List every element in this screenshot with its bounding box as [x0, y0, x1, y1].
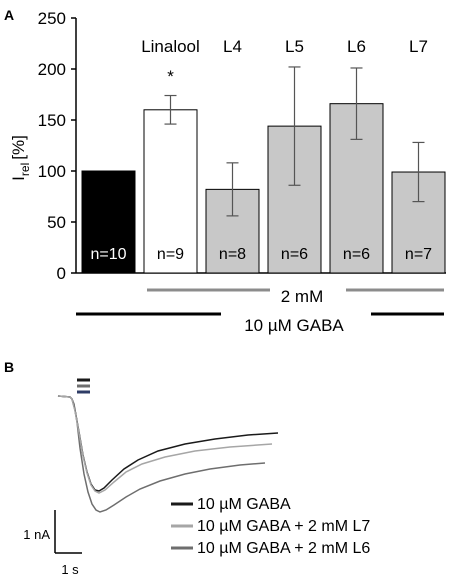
- legend-label: 10 µM GABA + 2 mM L7: [197, 518, 370, 535]
- y-tick-label: 150: [38, 111, 66, 130]
- n-label: n=9: [157, 246, 184, 263]
- y-axis-label-subscript: rel: [18, 163, 32, 176]
- legend-label: 10 µM GABA: [197, 496, 291, 513]
- scale-bar-x-label: 1 s: [61, 562, 79, 577]
- current-traces: [57, 395, 279, 513]
- scale-bar: 1 nA 1 s: [23, 510, 82, 577]
- legend: 10 µM GABA 10 µM GABA + 2 mM L7 10 µM GABA…: [171, 496, 370, 557]
- svg-text:Irel[%]: Irel [%]: [9, 135, 32, 181]
- n-label: n=7: [405, 246, 432, 263]
- category-label: L7: [409, 37, 428, 56]
- trace-l7: [57, 395, 273, 494]
- bracket-gaba-label: 10 µM GABA: [244, 316, 344, 335]
- n-label: n=8: [219, 246, 246, 263]
- category-label: Linalool: [141, 37, 200, 56]
- legend-label: 10 µM GABA + 2 mM L6: [197, 540, 370, 557]
- y-axis-label: Irel [%]: [9, 135, 32, 181]
- y-tick-label: 250: [38, 9, 66, 28]
- application-bars: [77, 378, 90, 394]
- y-tick-label: 200: [38, 60, 66, 79]
- n-label: n=6: [343, 246, 370, 263]
- bar-series: n=10 n=9 Linalool * n=8 L4 n=6 L5 n=6 L6 n=7 L7: [81, 37, 446, 274]
- scale-bar-y-label: 1 nA: [23, 527, 50, 542]
- bar: [143, 109, 198, 274]
- category-label: L5: [285, 37, 304, 56]
- y-axis-label-main: I: [9, 176, 28, 181]
- bar: [81, 170, 136, 274]
- trace-gaba: [57, 395, 279, 492]
- category-label: L6: [347, 37, 366, 56]
- trace-l6: [57, 395, 266, 513]
- bracket-2mm-label: 2 mM: [281, 287, 324, 306]
- y-tick-label: 50: [47, 213, 66, 232]
- y-axis: 0 50 100 150 200 250: [38, 9, 446, 283]
- n-label: n=10: [90, 246, 126, 263]
- panel-a-label: A: [4, 7, 14, 23]
- category-label: L4: [223, 37, 242, 56]
- y-axis-label-unit: [%]: [9, 135, 28, 160]
- y-tick-label: 0: [57, 264, 66, 283]
- panel-b-label: B: [4, 359, 14, 375]
- y-tick-label: 100: [38, 162, 66, 181]
- n-label: n=6: [281, 246, 308, 263]
- significance-marker: *: [167, 67, 174, 86]
